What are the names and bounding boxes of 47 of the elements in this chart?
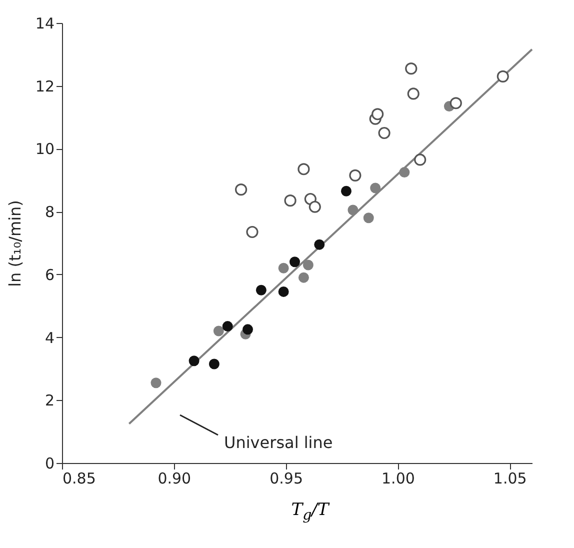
point [340,186,352,196]
point [246,226,258,238]
point [370,182,381,194]
y-tick-label: 8 [44,203,54,222]
y-tick-label: 12 [35,77,54,96]
point [278,262,289,274]
x-tick-label: 1.00 [382,470,415,488]
point [378,126,390,140]
y-tick-label: 10 [35,140,54,158]
point [314,239,325,250]
x-tick-label: 0.85 [62,470,96,488]
point [407,88,420,100]
point [399,167,410,178]
point [213,326,224,336]
x-axis-title: T$_{g}$/T [290,500,331,524]
y-tick-label: 0 [44,454,54,472]
annotation: Universal line [224,433,333,452]
point [363,212,374,224]
point [308,200,321,213]
point [372,108,384,120]
point [298,163,310,176]
y-tick-label: 6 [44,266,54,284]
y-axis-title: ln (t₁₀/min) [5,200,24,287]
point [405,62,418,75]
x-tick-label: 0.95 [270,470,304,488]
point [290,256,300,268]
point [349,169,362,182]
point [208,358,220,370]
y-tick-label: 4 [44,328,54,347]
point [278,286,289,297]
point [302,260,314,270]
point [150,378,162,388]
point [242,324,254,335]
y-tick-label: 14 [35,14,54,32]
point [450,97,462,110]
point [284,194,296,207]
point [222,321,233,332]
point [256,284,266,296]
x-tick-label: 0.90 [158,470,192,488]
y-tick-label: 2 [44,392,54,410]
point [298,272,309,283]
point [496,70,509,82]
x-tick-label: 1.05 [493,470,527,488]
point [188,356,200,366]
point [348,204,358,216]
point [414,154,426,166]
point [235,184,248,196]
